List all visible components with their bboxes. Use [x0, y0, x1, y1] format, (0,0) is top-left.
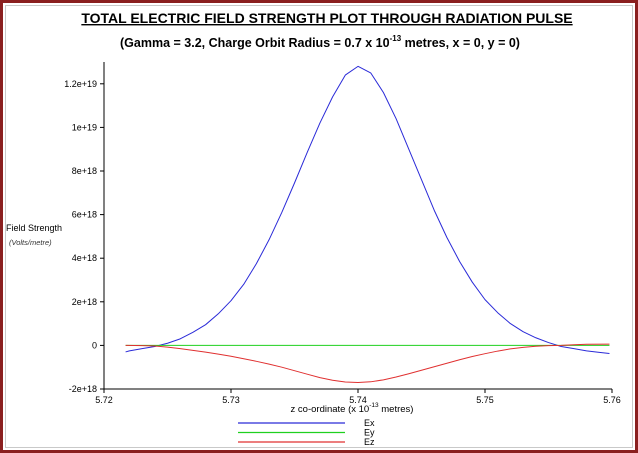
y-axis-unit: (Volts/metre)	[9, 238, 52, 247]
xlabel-main: z co-ordinate (x 10	[291, 404, 370, 415]
series-line-ez	[125, 343, 610, 383]
chart-frame-inner	[5, 5, 633, 448]
xlabel-rest: metres)	[379, 404, 414, 415]
chart-subtitle: (Gamma = 3.2, Charge Orbit Radius = 0.7 …	[120, 34, 520, 50]
x-tick-label: 5.74	[349, 395, 367, 405]
legend-label-ez: Ez	[364, 437, 375, 447]
y-ticks: -2e+18 0 2e+18 4e+18 6e+18 8e+18 1e+19 1.2e+19	[64, 79, 104, 394]
y-tick-label: -2e+18	[69, 384, 97, 394]
axes	[103, 62, 612, 390]
x-tick-label: 5.72	[95, 395, 113, 405]
y-tick-label: 2e+18	[72, 297, 97, 307]
x-tick-label: 5.76	[603, 395, 621, 405]
y-tick-label: 1e+19	[72, 122, 97, 132]
xlabel-superscript: -13	[369, 402, 379, 409]
x-axis-label: z co-ordinate (x 10-13 metres)	[291, 402, 414, 415]
y-tick-label: 8e+18	[72, 166, 97, 176]
legend-label-ex: Ex	[364, 418, 375, 428]
chart-title: TOTAL ELECTRIC FIELD STRENGTH PLOT THROU…	[81, 10, 572, 26]
legend-label-ey: Ey	[364, 428, 375, 438]
series-lines	[125, 65, 610, 383]
y-tick-label: 6e+18	[72, 210, 97, 220]
y-tick-label: 0	[92, 340, 97, 350]
y-axis-label: Field Strength	[6, 223, 62, 233]
x-tick-label: 5.75	[476, 395, 494, 405]
subtitle-main: (Gamma = 3.2, Charge Orbit Radius = 0.7 …	[120, 36, 390, 50]
y-tick-label: 1.2e+19	[64, 79, 97, 89]
series-line-ex	[125, 65, 610, 354]
subtitle-rest: metres, x = 0, y = 0)	[401, 36, 520, 50]
subtitle-superscript: -13	[390, 34, 402, 43]
y-tick-label: 4e+18	[72, 253, 97, 263]
x-tick-label: 5.73	[222, 395, 240, 405]
x-ticks: 5.72 5.73 5.74 5.75 5.76	[95, 389, 621, 405]
